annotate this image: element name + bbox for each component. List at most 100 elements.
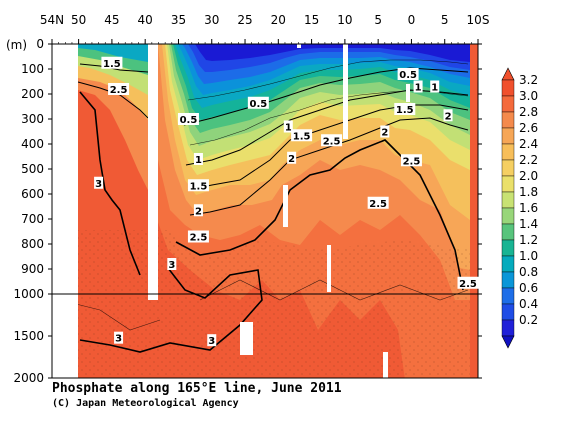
- y-tick-label: 0: [36, 37, 44, 51]
- contour-label: 2.5: [190, 233, 208, 244]
- y-tick-label: 500: [21, 162, 44, 176]
- contour-label-background: [167, 258, 177, 270]
- y-tick-label: 600: [21, 187, 44, 201]
- y-tick-label: 200: [21, 87, 44, 101]
- contour-label-background: [193, 204, 203, 217]
- colorbar-low-cap: [501, 335, 515, 349]
- contour-2.5: [175, 139, 464, 291]
- gap-10N: [343, 44, 348, 139]
- chart-title: Phosphate along 165°E line, June 2011: [52, 381, 342, 396]
- gap-21N: [283, 185, 288, 227]
- contour-label-background: [207, 334, 217, 347]
- contour-label: 2.5: [323, 136, 341, 147]
- colorbar-label: 1.4: [519, 217, 538, 231]
- y-tick-label: 1500: [13, 329, 44, 343]
- contour-label-background: [287, 151, 297, 164]
- colorbar-label: 1.0: [519, 249, 538, 263]
- contour-label-background: [397, 68, 419, 80]
- contour-label-background: [193, 153, 203, 165]
- colorbar-high-cap: [501, 67, 515, 81]
- contour-deep-2.9b: [59, 299, 161, 331]
- x-tick-label: 20: [271, 13, 286, 27]
- contour-label-background: [94, 176, 104, 189]
- contour-label: 3: [168, 260, 175, 271]
- colorbar-label: 3.0: [519, 89, 538, 103]
- colorbar-swatch: [501, 143, 515, 161]
- contour-label-background: [101, 56, 123, 69]
- colorbar-label: 1.8: [519, 185, 538, 199]
- gap-north-edge: [52, 44, 78, 378]
- contour-label-background: [413, 80, 423, 93]
- y-tick-label: 400: [21, 137, 44, 151]
- colorbar-swatch: [501, 111, 515, 129]
- x-tick-label: 10S: [467, 13, 490, 27]
- gap-2S: [406, 84, 410, 102]
- colorbar-swatch: [501, 191, 515, 209]
- y-tick-label: 900: [21, 262, 44, 276]
- gap-16N: [327, 245, 331, 292]
- contour-label: 2.5: [459, 279, 477, 290]
- y-tick-label: 100: [21, 62, 44, 76]
- colorbar-label: 1.6: [519, 201, 538, 215]
- gap-22N-surface: [297, 44, 301, 48]
- contour-label: 2: [445, 111, 452, 122]
- colorbar-swatch: [501, 95, 515, 113]
- contour-label-background: [457, 276, 479, 289]
- contour-label: 2.5: [403, 156, 421, 167]
- contour-label: 1.5: [103, 59, 121, 70]
- plot-area: [52, 44, 478, 378]
- contour-label: 2: [288, 154, 295, 165]
- x-tick-label: 35: [171, 13, 186, 27]
- contour-label: 1.5: [396, 105, 414, 116]
- y-tick-label: 300: [21, 112, 44, 126]
- contour-label: 2: [195, 206, 202, 217]
- contour-label-background: [108, 83, 130, 95]
- colorbar-swatch: [501, 207, 515, 225]
- x-tick-label: 50: [71, 13, 86, 27]
- subarctic-band-1.0: [78, 44, 148, 62]
- contour-label: 0.5: [249, 99, 267, 110]
- contour-label-background: [430, 80, 440, 93]
- colorbar-label: 0.2: [519, 313, 538, 327]
- contour-label: 0.5: [399, 70, 417, 81]
- colorbar-swatch: [501, 175, 515, 193]
- stipple-overlay: [52, 230, 470, 378]
- colorbar-label: 2.0: [519, 169, 538, 183]
- colorbar: 3.2 3.0 2.8 2.6 2.4 2.2 2.0 1.8 1.6 1.4 1.2 1.0 0.8 0…: [501, 67, 538, 349]
- contour-label: 3: [208, 336, 215, 347]
- contour-labels: 1.52.530.511.522.530.511.522.50.511.5212…: [94, 56, 479, 347]
- contour-label-background: [187, 230, 209, 243]
- contour-0.5: [183, 67, 469, 126]
- colorbar-swatch: [501, 223, 515, 241]
- x-tick-label: 30: [204, 13, 219, 27]
- colorbar-swatch: [501, 255, 515, 273]
- x-tick-label: 0: [408, 13, 416, 27]
- contour-label: 1: [195, 155, 202, 166]
- y-tick-label: 700: [21, 212, 44, 226]
- y-tick-label: 1000: [13, 287, 44, 301]
- band-0.2: [195, 44, 470, 62]
- y-axis: 100 200 300 400 500 600 700 800 900 1000 1500 2000 0: [13, 37, 482, 385]
- x-axis: 54N 50 45 40 35 30 25 20 15 10 5 0 5 10S: [40, 13, 490, 44]
- x-tick-label: 25: [237, 13, 252, 27]
- contour-label-background: [443, 109, 453, 122]
- colorbar-label: 0.6: [519, 281, 538, 295]
- contour-label: 0.5: [180, 115, 198, 126]
- contour-label: 3: [95, 179, 102, 190]
- colorbar-swatch: [501, 79, 515, 97]
- contour-label-background: [114, 331, 124, 344]
- contour-label: 1.5: [293, 131, 311, 142]
- colorbar-label: 2.4: [519, 137, 538, 151]
- colorbar-label: 0.4: [519, 297, 538, 311]
- contour-label-background: [283, 120, 293, 133]
- colorbar-swatch: [501, 319, 515, 337]
- contour-1.5: [187, 104, 469, 191]
- y-axis-unit-label: (m): [6, 38, 27, 52]
- y-tick-label: 800: [21, 237, 44, 251]
- colorbar-label: 2.6: [519, 121, 538, 135]
- contour-lines: [59, 59, 469, 353]
- contour-thermocline-b: [189, 89, 469, 146]
- contour-3.0-upper: [79, 91, 141, 276]
- x-tick-label: 40: [138, 13, 153, 27]
- contour-label: 1: [285, 123, 292, 134]
